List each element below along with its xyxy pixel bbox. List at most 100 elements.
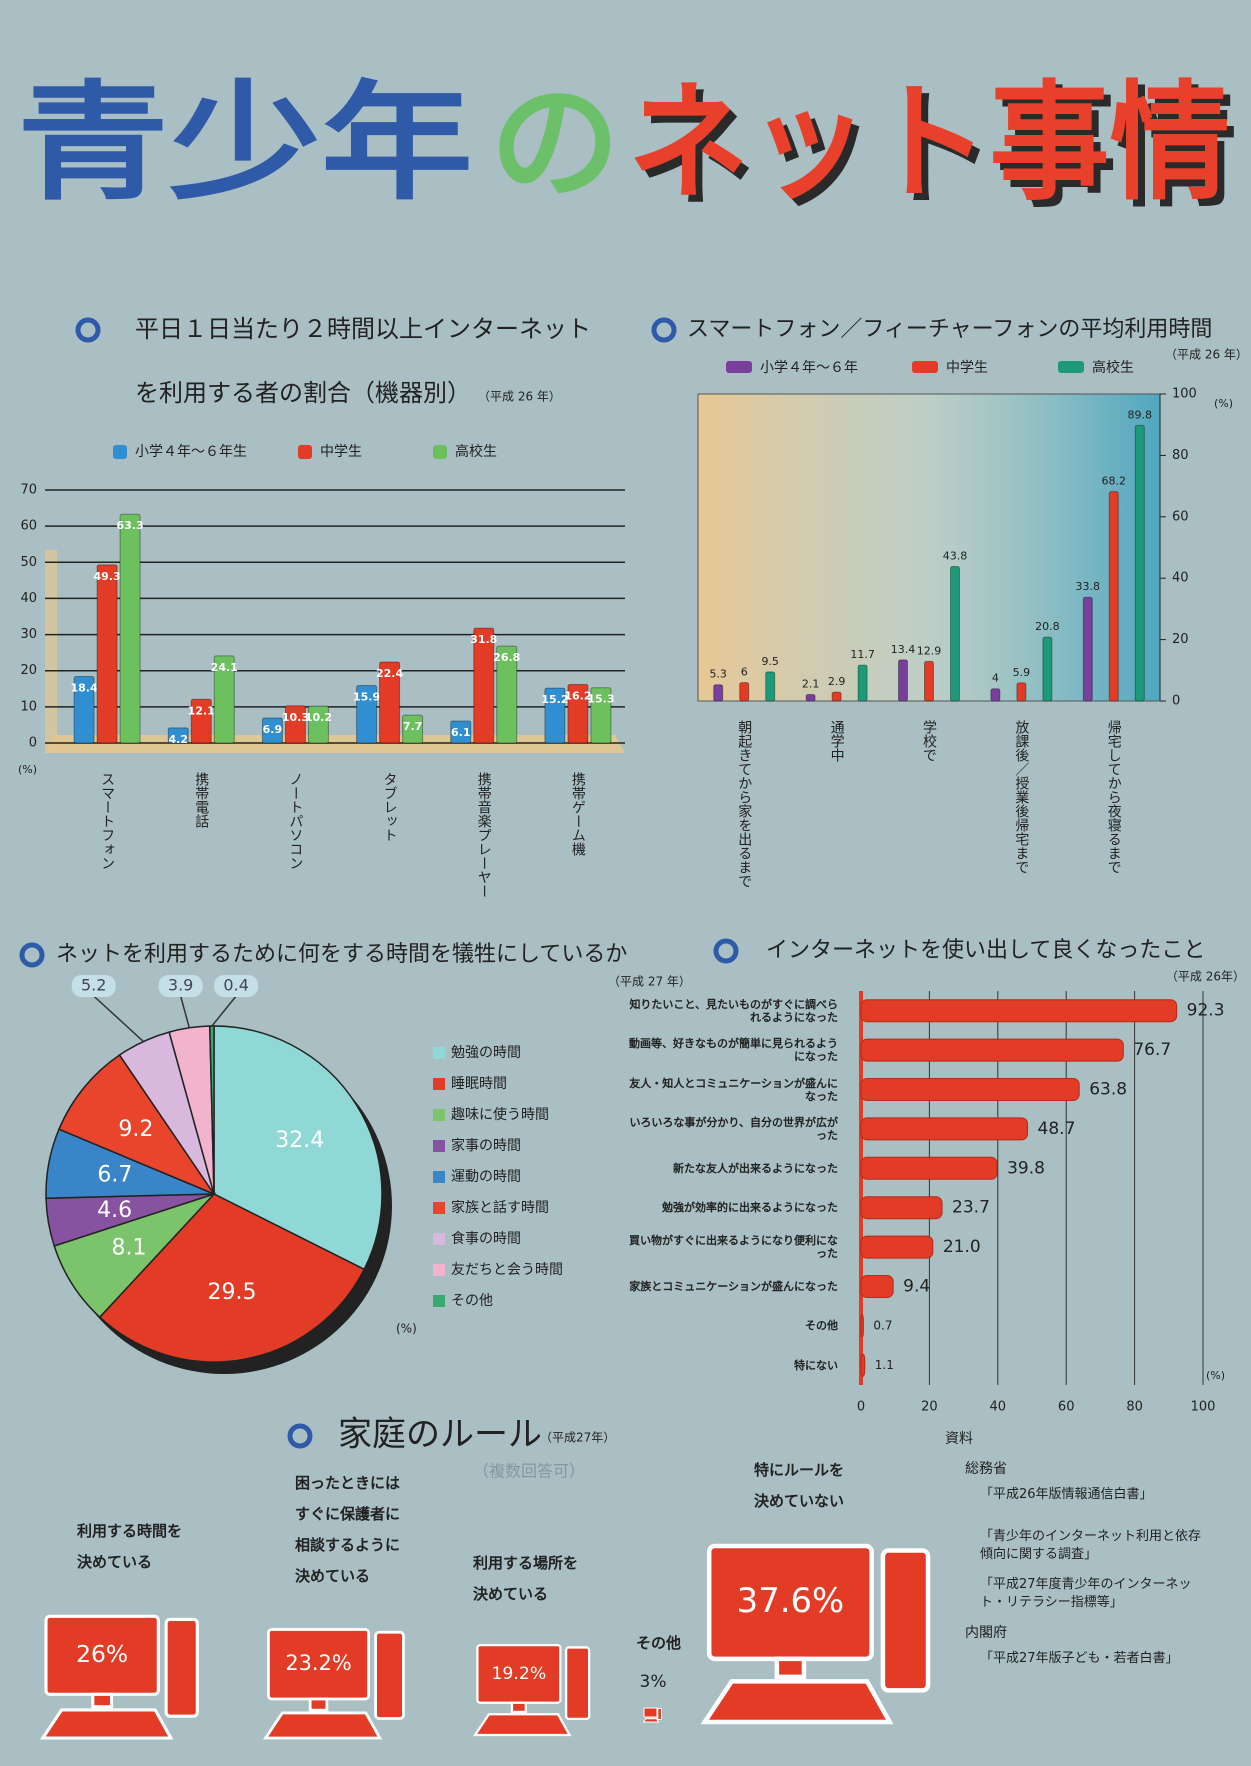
pie-slice (98, 1193, 366, 1363)
source-document: 「平成27年度青少年のインターネット・リテラシー指標等」 (980, 1577, 1192, 1610)
chart-subtitle: （平成 26年） (1166, 970, 1245, 984)
value-label: 10.3 (282, 711, 309, 724)
value-label: 21.0 (943, 1237, 981, 1257)
value-label: 13.4 (891, 643, 916, 656)
category-label: 動画等、好きなものが簡単に見られるようになった (629, 1037, 838, 1064)
bar (1042, 636, 1053, 702)
bar (284, 705, 306, 744)
slice-label: 9.2 (118, 1117, 153, 1142)
value-label: 89.8 (1128, 408, 1153, 421)
value-label: 4 (992, 672, 999, 685)
category-label: 勉強が効率的に出来るようになった (662, 1201, 838, 1215)
value-label: 2.1 (802, 678, 820, 691)
monitor-icon (39, 1614, 199, 1740)
bar (860, 1196, 943, 1220)
legend-label: 小学４年～６年 (760, 360, 858, 376)
y-tick-label: 70 (20, 483, 37, 498)
value-label: 12.9 (917, 644, 942, 657)
value-label: 39.8 (1007, 1158, 1045, 1178)
legend-label: 友だちと会う時間 (451, 1262, 563, 1278)
leader-line (93, 995, 144, 1043)
callout (158, 975, 203, 997)
slice-label: 5.2 (81, 976, 106, 995)
bar (739, 682, 750, 702)
legend-swatch (433, 1109, 445, 1121)
callout (214, 975, 259, 997)
leader-line (179, 995, 191, 1029)
value-label: 10.2 (305, 711, 332, 724)
category-label: 家族とコミュニケーションが盛んになった (629, 1280, 838, 1293)
bar (860, 1156, 998, 1180)
plot-wall (45, 550, 57, 753)
legend-label: 趣味に使う時間 (451, 1106, 549, 1123)
value-label: 15.2 (541, 693, 568, 706)
sources-heading: 資料 (945, 1431, 973, 1447)
legend-swatch (433, 445, 447, 459)
legend-label: 家族と話す時間 (451, 1199, 549, 1216)
y-tick-label: 40 (20, 591, 37, 606)
poster-title: ネット事情 (628, 69, 1230, 218)
monitor-keyboard (39, 1708, 174, 1740)
bar (590, 687, 612, 744)
value-label: 92.3 (1187, 1001, 1225, 1021)
monitor-tower (164, 1617, 199, 1718)
value-label: 9.4 (903, 1277, 930, 1297)
x-tick-label: 朝起きてから家を出るまで (736, 720, 752, 888)
bar (496, 645, 518, 744)
bar (860, 1038, 1124, 1062)
value-label: 23.7 (952, 1198, 990, 1218)
chart-title: を利用する者の割合（機器別） (135, 379, 471, 407)
leader-line (211, 995, 237, 1027)
source-agency: 内閣府 (965, 1625, 1007, 1641)
chart-title: 家庭のルール (338, 1415, 542, 1455)
bar (450, 720, 472, 744)
value-label: 37.6% (737, 1581, 844, 1620)
chart-subtitle: （平成 26 年） (478, 390, 561, 404)
bar (860, 999, 1178, 1023)
chart-title: 平日１日当たり２時間以上インターネット (135, 315, 591, 343)
legend-swatch (433, 1078, 445, 1090)
monitor-icon (263, 1628, 405, 1740)
value-label: 26.8 (493, 651, 520, 664)
y-tick-label: 10 (20, 699, 37, 714)
bar (860, 1078, 1080, 1101)
slice-label: 29.5 (207, 1280, 256, 1305)
bar (860, 1117, 1029, 1141)
legend-label: 家事の時間 (451, 1137, 521, 1154)
value-label: 6.9 (263, 723, 283, 736)
x-unit: (%) (1206, 1369, 1225, 1382)
value-label: 15.3 (587, 693, 614, 706)
rule-label: 特にルールを決めていない (754, 1461, 845, 1510)
category-label: 新たな友人が出来るようになった (673, 1161, 838, 1175)
monitor-keyboard (472, 1713, 572, 1737)
x-tick-label: 20 (921, 1400, 938, 1415)
slice-label: 3.9 (168, 976, 193, 995)
chart-title: スマートフォン／フィーチャーフォンの平均利用時間 (687, 317, 1212, 342)
source-agency: 総務省 (965, 1461, 1007, 1477)
monitor-icon (642, 1707, 662, 1723)
chart-note: （複数回答可） (473, 1462, 585, 1481)
pie-slice (213, 1025, 383, 1271)
value-label: 68.2 (1102, 475, 1127, 488)
legend-label: 中学生 (946, 360, 988, 376)
monitor-neck (648, 1716, 653, 1719)
bar (860, 1275, 894, 1298)
value-label: 26% (76, 1640, 128, 1668)
legend-swatch (1058, 361, 1084, 373)
category-label: 買い物がすぐに出来るようになり便利になった (629, 1234, 838, 1261)
value-label: 3% (640, 1672, 667, 1692)
monitor-screen (643, 1707, 658, 1718)
x-tick-label: 100 (1191, 1400, 1216, 1415)
category-label: 知りたいこと、見たいものがすぐに調べられるようになった (629, 997, 838, 1024)
slice-label: 6.7 (97, 1162, 132, 1187)
bullet (651, 317, 677, 343)
y-tick-label: 0 (29, 736, 37, 751)
x-tick-label: 通学中 (829, 720, 845, 762)
x-tick-label: スマートフォン (99, 772, 115, 870)
value-label: 63.3 (117, 519, 144, 532)
rule-label: 利用する場所を決めている (473, 1554, 579, 1603)
poster-title: 青少年 (17, 69, 473, 218)
value-label: 24.1 (211, 661, 238, 674)
monitor-neck (91, 1692, 114, 1709)
